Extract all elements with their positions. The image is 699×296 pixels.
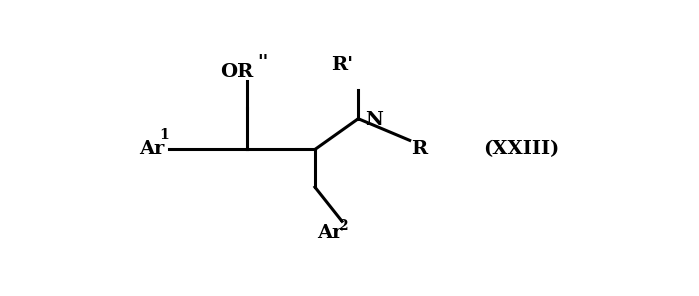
Text: 2: 2 xyxy=(338,219,348,233)
Text: (XXIII): (XXIII) xyxy=(482,141,559,158)
Text: Ar: Ar xyxy=(317,224,343,242)
Text: R': R' xyxy=(331,56,353,74)
Text: '': '' xyxy=(257,54,268,72)
Text: N: N xyxy=(365,111,382,129)
Text: OR: OR xyxy=(220,63,253,81)
Text: R: R xyxy=(411,141,428,158)
Text: 1: 1 xyxy=(159,128,169,141)
Text: Ar: Ar xyxy=(139,141,164,158)
